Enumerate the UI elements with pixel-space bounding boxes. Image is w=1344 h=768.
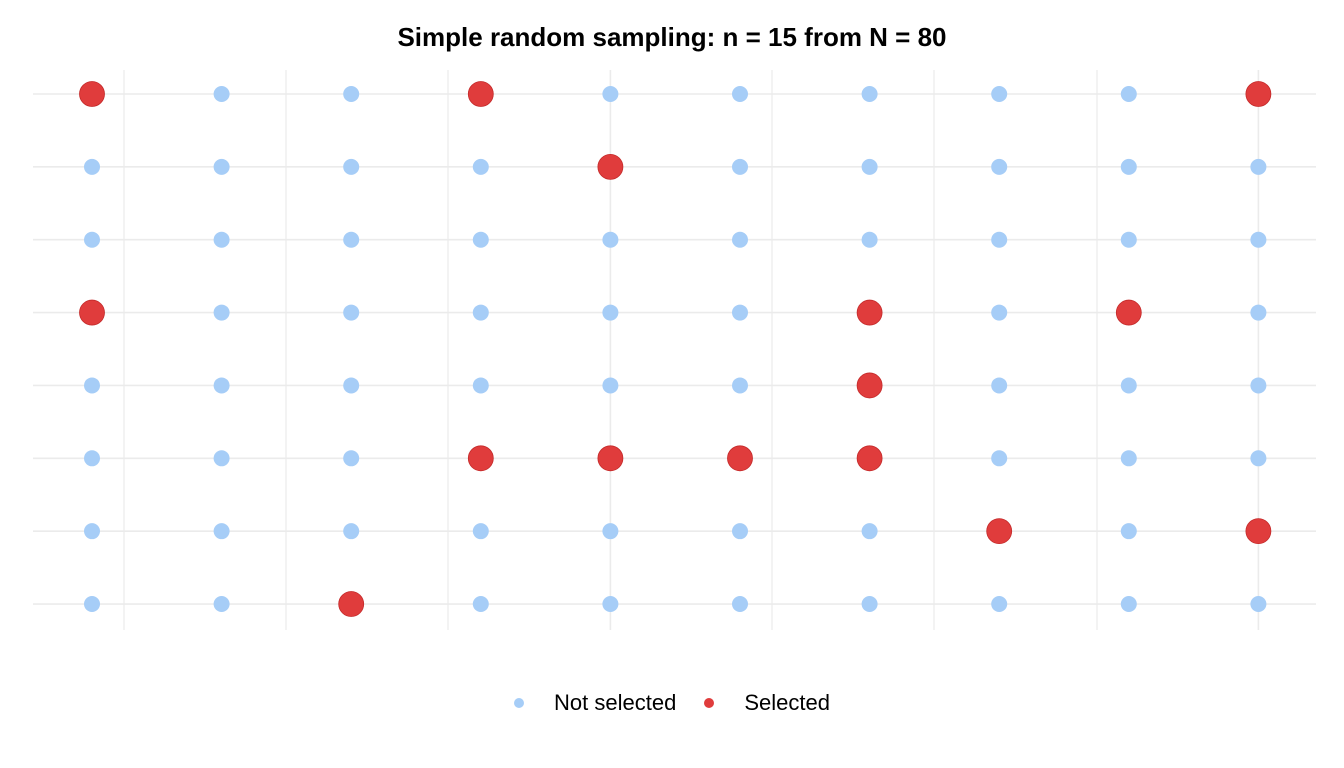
point-not-selected [861, 158, 878, 175]
point-not-selected [213, 377, 230, 394]
point-not-selected [991, 377, 1008, 394]
point-not-selected [861, 86, 878, 102]
point-not-selected [1120, 596, 1137, 613]
point-not-selected [343, 450, 360, 467]
point-selected [597, 445, 624, 472]
point-not-selected [602, 377, 619, 394]
point-not-selected [991, 158, 1008, 175]
legend-item-selected: Selected [704, 690, 830, 716]
point-not-selected [213, 231, 230, 248]
legend-label-selected: Selected [744, 690, 830, 715]
point-not-selected [602, 523, 619, 540]
point-not-selected [213, 304, 230, 321]
point-not-selected [732, 596, 748, 613]
point-not-selected [861, 523, 878, 540]
point-selected [467, 81, 494, 107]
point-not-selected [84, 377, 100, 394]
point-not-selected [343, 523, 360, 540]
point-not-selected [1250, 304, 1267, 321]
point-selected [986, 518, 1013, 545]
point-not-selected [861, 596, 878, 613]
point-not-selected [213, 596, 230, 613]
scatter-plot [33, 70, 1316, 630]
point-not-selected [602, 304, 619, 321]
point-not-selected [1250, 596, 1267, 613]
point-selected [79, 299, 105, 326]
point-not-selected [84, 231, 100, 248]
point-not-selected [1120, 523, 1137, 540]
point-not-selected [472, 231, 489, 248]
point-not-selected [991, 596, 1008, 613]
legend-key-not-selected [514, 698, 525, 708]
point-not-selected [991, 231, 1008, 248]
point-not-selected [343, 86, 360, 102]
legend: Not selected Selected [0, 690, 1344, 716]
legend-label-not-selected: Not selected [554, 690, 677, 715]
point-not-selected [84, 450, 100, 467]
point-not-selected [343, 158, 360, 175]
point-not-selected [213, 158, 230, 175]
point-not-selected [602, 596, 619, 613]
point-not-selected [213, 523, 230, 540]
point-not-selected [1120, 158, 1137, 175]
point-not-selected [991, 86, 1008, 102]
point-not-selected [1120, 450, 1137, 467]
point-not-selected [1120, 231, 1137, 248]
point-selected [597, 153, 624, 180]
point-not-selected [213, 86, 230, 102]
point-not-selected [1120, 377, 1137, 394]
point-not-selected [1250, 377, 1267, 394]
point-selected [727, 445, 753, 472]
legend-item-not-selected: Not selected [514, 690, 676, 716]
point-not-selected [472, 158, 489, 175]
point-not-selected [213, 450, 230, 467]
point-not-selected [84, 158, 100, 175]
point-not-selected [1250, 450, 1267, 467]
point-not-selected [1250, 231, 1267, 248]
point-not-selected [732, 523, 748, 540]
point-selected [856, 372, 883, 399]
point-not-selected [84, 523, 100, 540]
point-not-selected [732, 304, 748, 321]
point-selected [338, 591, 365, 617]
point-not-selected [472, 304, 489, 321]
point-not-selected [861, 231, 878, 248]
point-not-selected [472, 596, 489, 613]
point-not-selected [732, 231, 748, 248]
point-not-selected [472, 377, 489, 394]
point-not-selected [343, 304, 360, 321]
point-not-selected [732, 158, 748, 175]
point-not-selected [602, 231, 619, 248]
point-selected [1115, 299, 1142, 326]
chart-title: Simple random sampling: n = 15 from N = … [397, 22, 947, 52]
point-not-selected [343, 377, 360, 394]
point-not-selected [84, 596, 100, 613]
point-selected [79, 81, 105, 107]
point-not-selected [732, 377, 748, 394]
point-not-selected [732, 86, 748, 102]
point-not-selected [1120, 86, 1137, 102]
point-selected [467, 445, 494, 472]
point-not-selected [991, 450, 1008, 467]
point-selected [1245, 518, 1272, 545]
point-not-selected [1250, 158, 1267, 175]
legend-key-selected [704, 698, 715, 708]
point-selected [856, 445, 883, 472]
point-not-selected [602, 86, 619, 102]
point-not-selected [991, 304, 1008, 321]
point-not-selected [343, 231, 360, 248]
point-selected [856, 299, 883, 326]
point-selected [1245, 81, 1272, 107]
point-not-selected [472, 523, 489, 540]
